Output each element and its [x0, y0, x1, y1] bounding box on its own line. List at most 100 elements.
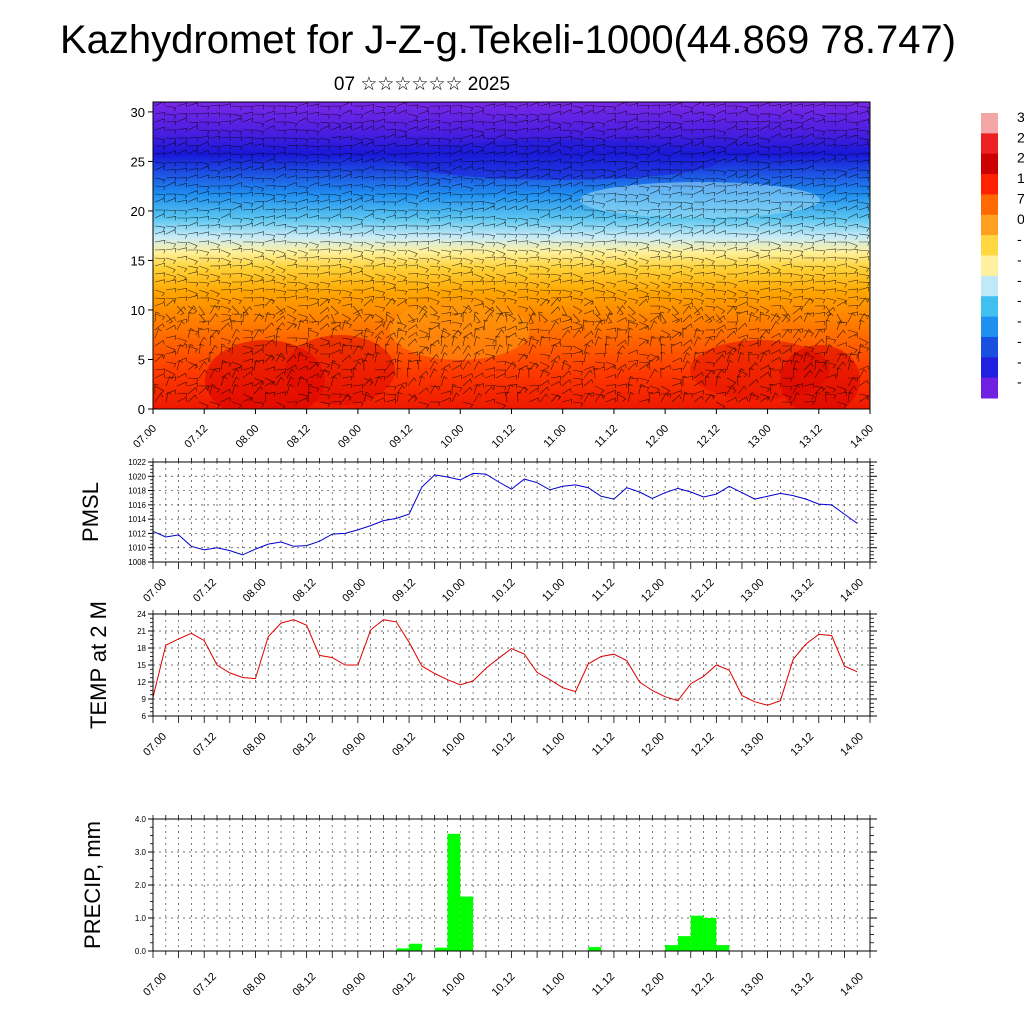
y-tick-label: 0.0 [135, 947, 147, 956]
y-tick-label: 6 [142, 712, 147, 721]
x-tick-label: 09.00 [340, 971, 368, 999]
x-tick-label: 14.00 [838, 731, 866, 759]
y-tick-label: 1014 [128, 515, 146, 524]
precip-bar [396, 948, 410, 951]
precip-bar [447, 833, 461, 951]
x-tick-label: 09.12 [390, 731, 418, 759]
y-tick-label: 3.0 [135, 848, 147, 857]
minor-ticks [150, 610, 874, 723]
x-tick-label: 13.12 [797, 423, 825, 451]
y-tick-label: 1022 [128, 458, 146, 467]
pmsl-panel: 1008 1010 1012 1014 1016 1018 1020 1022 PMSL 07.0… [0, 458, 877, 605]
x-tick-label: 12.00 [639, 731, 667, 759]
colorbar-label: - [1017, 292, 1022, 308]
cross-section-panel: 0 5 10 15 20 25 30 07.00 07.12 08.00 08.12 09.00 09.… [131, 101, 876, 451]
y-tick-label: 24 [137, 610, 146, 619]
precip-bar [460, 896, 474, 951]
colorbar-swatch [981, 275, 998, 297]
x-tick-label: 11.12 [590, 971, 617, 998]
grid [153, 614, 870, 716]
colorbar-label: 0 [1017, 211, 1024, 227]
colorbar-label: 3 [1017, 109, 1024, 125]
x-tick-label: 09.12 [390, 577, 418, 605]
precip-bar [434, 947, 448, 951]
panel-frame [152, 818, 871, 952]
x-tick-label: 11.12 [590, 731, 617, 758]
precip-bar [588, 947, 602, 951]
colorbar-swatch [981, 153, 998, 175]
x-tick-label: 10.00 [440, 577, 468, 605]
colorbar-label: - [1017, 231, 1022, 247]
colorbar-swatch [981, 296, 998, 318]
y-tick-label: 18 [137, 644, 146, 653]
colorbar-swatch [981, 113, 998, 134]
x-tick-label: 13.00 [746, 423, 774, 451]
precip-bar [665, 945, 678, 951]
x-tick-label: 10.12 [490, 577, 518, 605]
y-tick-label: 15 [137, 661, 146, 670]
colorbar-label: 7 [1017, 190, 1024, 206]
x-tick-label: 07.12 [191, 731, 219, 759]
y-tick-label: 20 [131, 204, 145, 219]
x-tick-label: 11.00 [540, 731, 567, 758]
y-tick-label: 1020 [128, 472, 146, 481]
colorbar-label: 1 [1017, 170, 1024, 186]
x-tick-label: 14.00 [838, 577, 866, 605]
x-tick-label: 14.00 [848, 423, 876, 451]
x-tick-label: 07.12 [191, 577, 219, 605]
y-tick-label: 30 [131, 105, 145, 120]
series-line [152, 472, 858, 556]
minor-ticks [150, 815, 874, 958]
colorbar-swatch [981, 194, 998, 216]
colorbar-label: - [1017, 252, 1022, 268]
x-tick-label: 10.12 [490, 423, 518, 451]
x-tick-label: 11.00 [540, 577, 567, 604]
x-tick-label: 11.12 [593, 423, 620, 450]
colorbar-swatch [981, 377, 998, 399]
wind-barbs [154, 102, 870, 409]
x-tick-label: 08.00 [234, 423, 262, 451]
x-tick-label: 08.00 [241, 971, 269, 999]
x-tick-label: 12.12 [695, 423, 723, 451]
y-tick-label: 5 [138, 352, 145, 367]
x-tick-label: 12.12 [689, 731, 717, 759]
y-tick-label: 15 [131, 253, 145, 268]
x-tick-label: 12.12 [689, 577, 717, 605]
x-tick-label: 10.00 [440, 971, 468, 999]
y-axis-label: PRECIP, mm [80, 821, 105, 949]
y-tick-label: 21 [137, 627, 146, 636]
x-tick-label: 10.12 [490, 971, 518, 999]
x-tick-label: 08.12 [285, 423, 313, 451]
minor-ticks [150, 458, 874, 569]
x-tick-label: 07.12 [191, 971, 219, 999]
colorbar-label: 2 [1017, 129, 1024, 145]
y-tick-label: 9 [142, 695, 147, 704]
series-line [152, 619, 858, 706]
x-tick-label: 13.12 [788, 577, 816, 605]
colorbar-swatch [981, 235, 998, 256]
colorbar-swatch [981, 133, 998, 155]
grid [153, 819, 870, 951]
x-tick-label: 09.12 [390, 971, 418, 999]
colorbar: 3 2 2 1 7 0 - - - - - - - - [981, 109, 1024, 399]
y-tick-label: 1008 [128, 558, 146, 567]
chart-title: Kazhydromet for J-Z-g.Tekeli-1000(44.869… [59, 18, 956, 62]
y-tick-label: 0 [138, 402, 145, 417]
x-tick-label: 11.00 [541, 423, 568, 450]
colorbar-swatch [981, 255, 998, 277]
x-tick-label: 07.00 [141, 731, 169, 759]
precip-bar [409, 943, 422, 951]
y-tick-label: 10 [131, 303, 145, 318]
x-tick-label: 12.00 [639, 577, 667, 605]
grid [153, 462, 870, 562]
colorbar-swatch [981, 174, 998, 195]
x-tick-label: 08.00 [241, 577, 269, 605]
x-tick-label: 13.00 [739, 577, 767, 605]
x-tick-label: 08.12 [291, 731, 319, 759]
precip-bar [690, 915, 704, 951]
x-tick-label: 07.00 [141, 971, 169, 999]
x-tick-label: 10.00 [438, 423, 466, 451]
colorbar-label: 2 [1017, 150, 1024, 166]
y-tick-label: 1018 [128, 487, 146, 496]
